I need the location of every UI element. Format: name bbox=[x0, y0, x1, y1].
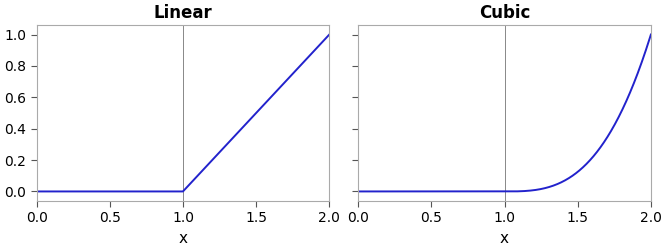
X-axis label: x: x bbox=[178, 231, 187, 246]
Title: Linear: Linear bbox=[154, 4, 212, 22]
Title: Cubic: Cubic bbox=[479, 4, 530, 22]
X-axis label: x: x bbox=[500, 231, 509, 246]
